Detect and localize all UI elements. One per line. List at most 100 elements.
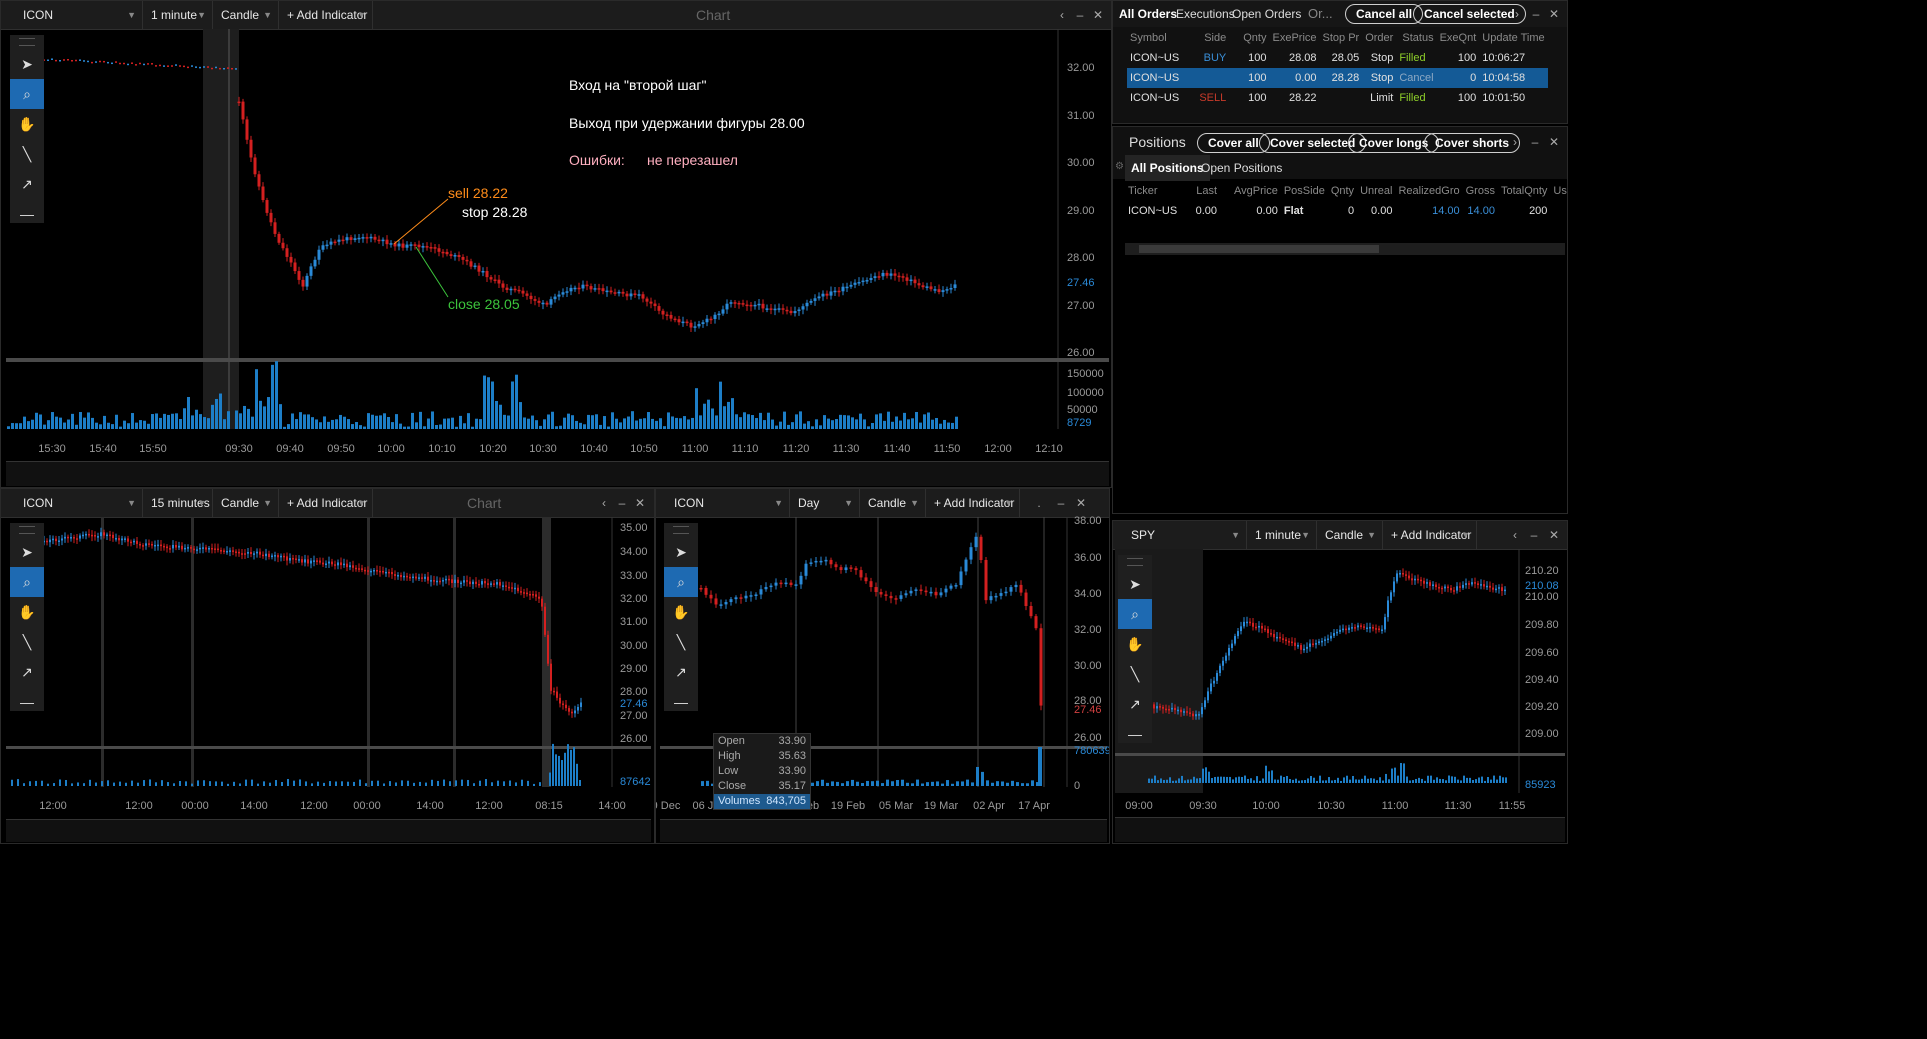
col-avgprice[interactable]: AvgPrice	[1234, 185, 1278, 197]
chart-day-navigator[interactable]	[660, 819, 1107, 842]
col-usedb[interactable]: UsedB	[1553, 185, 1567, 197]
minimize-icon[interactable]: –	[1532, 7, 1540, 21]
chevron-right-icon[interactable]: ›	[1515, 7, 1519, 21]
col-order[interactable]: Order	[1365, 32, 1394, 44]
arrow-tool-icon[interactable]: ↗	[675, 663, 687, 680]
add-indicator-button[interactable]: + Add Indicator ▼	[926, 489, 1020, 517]
line-tool-icon[interactable]: ╲	[1130, 665, 1140, 682]
tab-executions[interactable]: Executions	[1176, 7, 1235, 21]
collapse-left-icon[interactable]: ‹	[1060, 8, 1064, 22]
close-icon[interactable]: ✕	[1075, 496, 1087, 510]
zoom-search-icon[interactable]: ⌕	[10, 79, 44, 109]
col-last[interactable]: Last	[1196, 185, 1218, 197]
col-posside[interactable]: PosSide	[1283, 185, 1325, 197]
col-qnty[interactable]: Qnty	[1330, 185, 1355, 197]
cover-selected-button[interactable]: Cover selected	[1259, 133, 1367, 153]
col-totalqnty[interactable]: TotalQnty	[1500, 185, 1548, 197]
order-row[interactable]: ICON~US SELL 100 28.22 Limit Filled 100 …	[1127, 88, 1548, 108]
pan-hand-icon[interactable]: ✋	[18, 603, 36, 620]
close-icon[interactable]: ✕	[634, 496, 646, 510]
tab-open-positions[interactable]: Open Positions	[1201, 161, 1283, 175]
zoom-search-icon[interactable]: ⌕	[664, 567, 698, 597]
arrow-tool-icon[interactable]: ↗	[21, 663, 33, 680]
col-symbol[interactable]: Symbol	[1130, 32, 1167, 44]
close-icon[interactable]: ✕	[1548, 135, 1560, 149]
positions-settings-icon[interactable]: ⚙	[1115, 161, 1124, 172]
order-row[interactable]: ICON~US BUY 100 28.08 28.05 Stop Filled …	[1127, 48, 1548, 68]
pan-hand-icon[interactable]: ✋	[1126, 635, 1144, 652]
style-select[interactable]: Candle ▼	[213, 1, 279, 29]
line-tool-icon[interactable]: ╲	[22, 145, 32, 162]
symbol-select[interactable]: ICON ▼	[15, 489, 143, 517]
cover-all-button[interactable]: Cover all	[1197, 133, 1270, 153]
col-realized[interactable]: RealizedGro	[1398, 185, 1460, 197]
main-chart-canvas[interactable]: 32.00 31.00 30.00 29.00 28.00 27.46 27.00 26.00…	[1, 1, 1112, 488]
cover-shorts-button[interactable]: Cover shorts	[1424, 133, 1521, 153]
order-row-selected[interactable]: ICON~US 100 0.00 28.28 Stop Cancel 0 10:…	[1127, 68, 1548, 88]
col-side[interactable]: Side	[1204, 32, 1227, 44]
close-icon[interactable]: ✕	[1092, 8, 1104, 22]
scrollbar-thumb[interactable]	[1139, 245, 1379, 253]
line-tool-icon[interactable]: ╲	[676, 633, 686, 650]
horizontal-line-icon[interactable]: —	[20, 694, 34, 710]
col-ticker[interactable]: Ticker	[1128, 185, 1158, 197]
pan-hand-icon[interactable]: ✋	[18, 115, 36, 132]
horizontal-line-icon[interactable]: —	[674, 694, 688, 710]
horizontal-line-icon[interactable]: —	[20, 206, 34, 222]
collapse-left-icon[interactable]: ‹	[602, 496, 606, 510]
chart-15min-canvas[interactable]: 35.00 34.00 33.00 32.00 31.00 30.00 29.00 28.00…	[1, 489, 655, 844]
minimize-icon[interactable]: –	[618, 496, 626, 510]
cursor-arrow-icon[interactable]: ➤	[21, 543, 33, 560]
toolbar-grip-icon[interactable]	[1118, 555, 1152, 569]
add-indicator-button[interactable]: + Add Indicator ▼	[279, 1, 373, 29]
collapse-left-icon[interactable]: ‹	[1513, 528, 1517, 542]
style-select[interactable]: Candle ▼	[1317, 521, 1383, 549]
tab-overflow[interactable]: Or...	[1308, 6, 1333, 21]
col-status[interactable]: Status	[1402, 32, 1434, 44]
symbol-select[interactable]: ICON ▼	[15, 1, 143, 29]
symbol-select[interactable]: SPY ▼	[1123, 521, 1247, 549]
cursor-arrow-icon[interactable]: ➤	[21, 55, 33, 72]
zoom-search-icon[interactable]: ⌕	[10, 567, 44, 597]
chart-15min-navigator[interactable]	[6, 819, 651, 842]
col-gross[interactable]: Gross	[1465, 185, 1495, 197]
close-icon[interactable]: ✕	[1548, 528, 1560, 542]
minimize-icon[interactable]: –	[1057, 496, 1065, 510]
cursor-arrow-icon[interactable]: ➤	[1129, 575, 1141, 592]
tab-open-orders[interactable]: Open Orders	[1232, 7, 1302, 21]
tab-all-positions[interactable]: All Positions	[1125, 155, 1210, 181]
interval-select[interactable]: 1 minute ▼	[143, 1, 213, 29]
col-exeqnt[interactable]: ExeQnt	[1439, 32, 1477, 44]
symbol-select[interactable]: ICON ▼	[666, 489, 790, 517]
col-update-time[interactable]: Update Time	[1482, 32, 1545, 44]
chart-spy-navigator[interactable]	[1115, 817, 1565, 842]
position-row[interactable]: ICON~US 0.00 0.00 Flat 0 0.00 14.00 14.0…	[1125, 201, 1567, 221]
pan-hand-icon[interactable]: ✋	[672, 603, 690, 620]
zoom-search-icon[interactable]: ⌕	[1118, 599, 1152, 629]
cursor-arrow-icon[interactable]: ➤	[675, 543, 687, 560]
toolbar-grip-icon[interactable]	[664, 523, 698, 537]
tab-all-orders[interactable]: All Orders	[1119, 7, 1178, 21]
line-tool-icon[interactable]: ╲	[22, 633, 32, 650]
interval-select[interactable]: Day ▼	[790, 489, 860, 517]
arrow-tool-icon[interactable]: ↗	[1129, 695, 1141, 712]
toolbar-grip-icon[interactable]	[10, 523, 44, 537]
cancel-all-button[interactable]: Cancel all	[1345, 4, 1424, 24]
cover-longs-button[interactable]: Cover longs	[1348, 133, 1440, 153]
more-icon[interactable]: .	[1037, 496, 1041, 510]
cancel-selected-button[interactable]: Cancel selected	[1413, 4, 1526, 24]
add-indicator-button[interactable]: + Add Indicator ▼	[279, 489, 373, 517]
arrow-tool-icon[interactable]: ↗	[21, 175, 33, 192]
positions-scrollbar[interactable]	[1125, 243, 1565, 255]
main-chart-navigator[interactable]	[6, 461, 1109, 486]
style-select[interactable]: Candle ▼	[213, 489, 279, 517]
chevron-right-icon[interactable]: ›	[1513, 135, 1517, 149]
minimize-icon[interactable]: –	[1530, 528, 1538, 542]
minimize-icon[interactable]: –	[1531, 135, 1539, 149]
interval-select[interactable]: 15 minutes ▼	[143, 489, 213, 517]
style-select[interactable]: Candle ▼	[860, 489, 926, 517]
horizontal-line-icon[interactable]: —	[1128, 726, 1142, 742]
toolbar-grip-icon[interactable]	[10, 35, 44, 49]
col-unreal[interactable]: Unreal	[1360, 185, 1393, 197]
add-indicator-button[interactable]: + Add Indicator ▼	[1383, 521, 1477, 549]
